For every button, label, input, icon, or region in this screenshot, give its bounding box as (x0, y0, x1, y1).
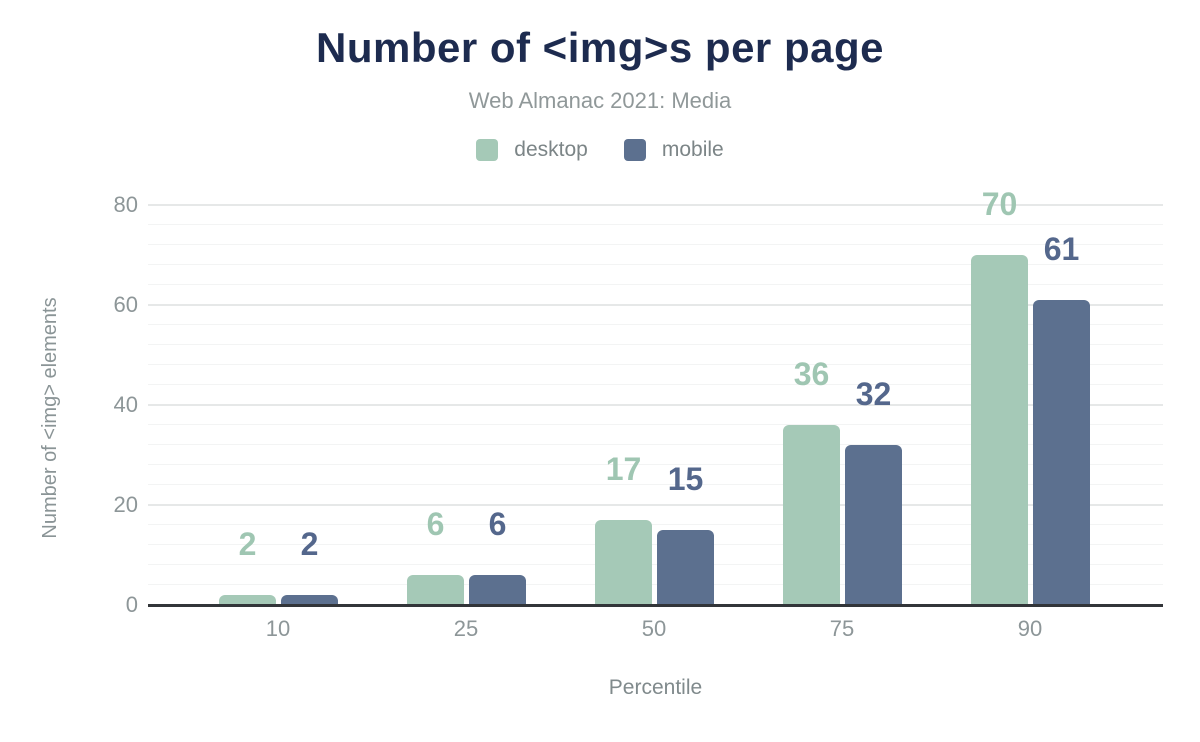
plot-area: 2 2 6 6 17 15 36 32 70 61 (148, 186, 1163, 607)
bar-desktop-p75[interactable] (783, 425, 840, 605)
desktop-swatch-icon (476, 139, 499, 161)
minor-gridline (148, 484, 1163, 485)
value-label-desktop-p10: 2 (238, 526, 257, 562)
legend-label-desktop: desktop (514, 138, 588, 161)
bar-mobile-p90[interactable] (1033, 300, 1090, 605)
value-label-mobile-p10: 2 (300, 526, 319, 562)
minor-gridline (148, 424, 1163, 425)
legend-item-desktop[interactable]: desktop (476, 138, 588, 162)
minor-gridline (148, 264, 1163, 265)
minor-gridline (148, 384, 1163, 385)
mobile-swatch-icon (623, 139, 646, 161)
minor-gridline (148, 324, 1163, 325)
x-axis-title: Percentile (608, 676, 703, 699)
value-label-desktop-p25: 6 (426, 506, 445, 542)
x-tick-label: 10 (265, 616, 291, 641)
bar-desktop-p90[interactable] (971, 255, 1028, 605)
value-label-desktop-p50: 17 (605, 451, 642, 487)
minor-gridline (148, 584, 1163, 585)
minor-gridline (148, 364, 1163, 365)
minor-gridline (148, 244, 1163, 245)
bar-desktop-p10[interactable] (219, 595, 276, 605)
bar-mobile-p75[interactable] (845, 445, 902, 605)
legend-label-mobile: mobile (661, 138, 724, 161)
x-tick-label: 50 (641, 616, 667, 641)
chart-title: Number of <img>s per page (316, 24, 884, 71)
major-gridline (148, 404, 1163, 406)
major-gridline (148, 304, 1163, 306)
minor-gridline (148, 284, 1163, 285)
minor-gridline (148, 524, 1163, 525)
x-axis-line (148, 604, 1163, 607)
bar-mobile-p10[interactable] (281, 595, 338, 605)
value-label-mobile-p25: 6 (488, 506, 507, 542)
y-tick-label: 0 (125, 592, 138, 617)
value-label-mobile-p50: 15 (667, 461, 704, 497)
bar-mobile-p25[interactable] (469, 575, 526, 605)
major-gridline (148, 204, 1163, 206)
value-label-mobile-p75: 32 (855, 376, 892, 412)
value-label-desktop-p75: 36 (793, 356, 830, 392)
legend-item-mobile[interactable]: mobile (623, 138, 724, 162)
minor-gridline (148, 444, 1163, 445)
minor-gridline (148, 564, 1163, 565)
y-tick-label: 80 (113, 192, 138, 217)
x-tick-label: 75 (829, 616, 855, 641)
bar-mobile-p50[interactable] (657, 530, 714, 605)
minor-gridline (148, 544, 1163, 545)
y-tick-label: 60 (113, 292, 138, 317)
minor-gridline (148, 344, 1163, 345)
chart-subtitle: Web Almanac 2021: Media (468, 88, 732, 113)
value-label-desktop-p90: 70 (981, 186, 1018, 222)
major-gridline (148, 504, 1163, 506)
x-tick-label: 90 (1017, 616, 1043, 641)
y-axis-title: Number of <img> elements (39, 297, 61, 539)
x-tick-label: 25 (453, 616, 479, 641)
y-tick-label: 20 (113, 492, 138, 517)
y-tick-label: 40 (113, 392, 138, 417)
bar-desktop-p25[interactable] (407, 575, 464, 605)
bar-desktop-p50[interactable] (595, 520, 652, 605)
legend: desktop mobile (0, 138, 1200, 162)
minor-gridline (148, 464, 1163, 465)
value-label-mobile-p90: 61 (1043, 231, 1080, 267)
minor-gridline (148, 224, 1163, 225)
